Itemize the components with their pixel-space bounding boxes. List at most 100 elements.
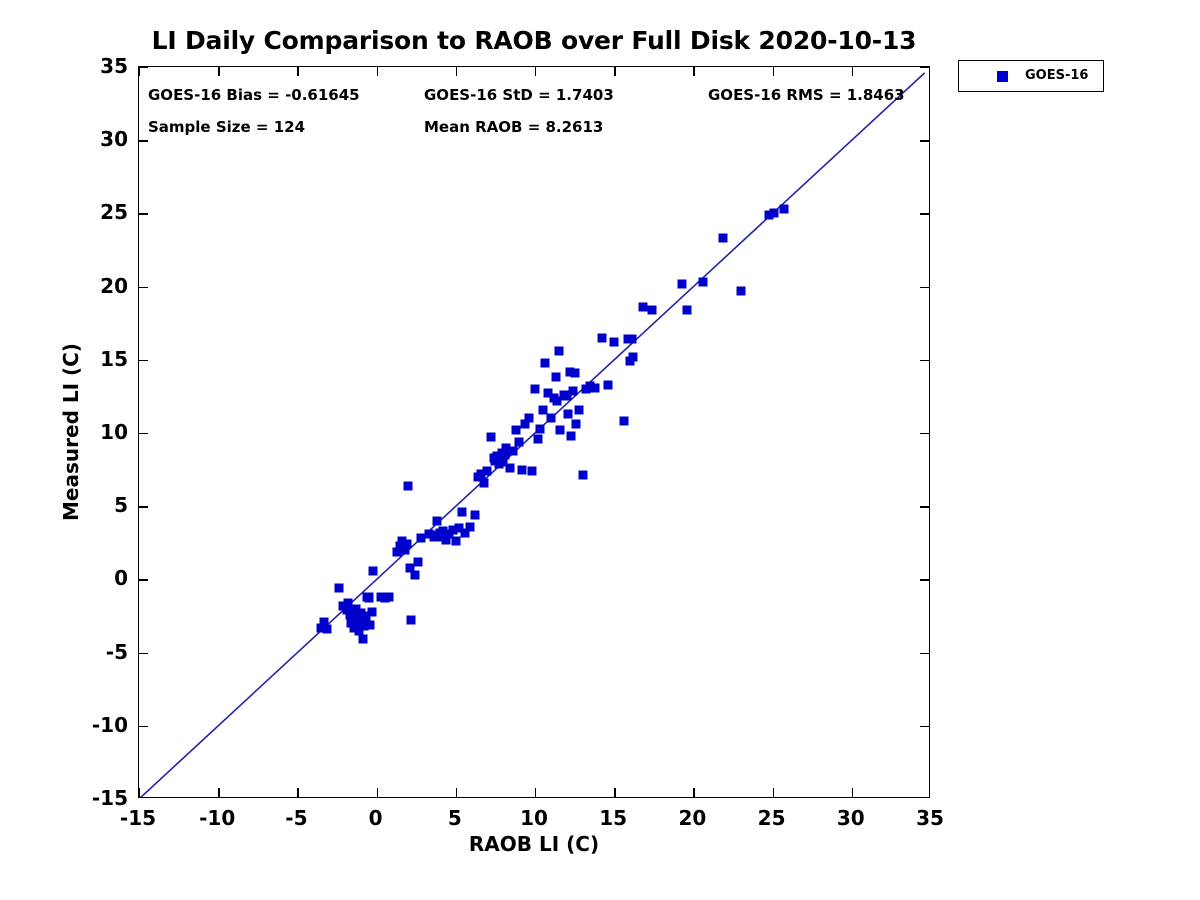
scatter-point — [451, 536, 461, 546]
plot-area — [138, 66, 930, 798]
scatter-point — [638, 302, 648, 312]
y-tick-label: 25 — [100, 200, 128, 225]
scatter-point — [479, 478, 489, 488]
scatter-point — [400, 545, 410, 555]
scatter-point — [571, 419, 581, 429]
scatter-point — [769, 208, 779, 218]
x-tick — [693, 788, 695, 797]
scatter-point — [619, 416, 629, 426]
scatter-point — [429, 532, 439, 542]
scatter-point — [432, 516, 442, 526]
x-tick — [614, 67, 616, 76]
scatter-point — [460, 528, 470, 538]
x-tick-label: -15 — [119, 806, 157, 830]
y-tick — [920, 213, 929, 215]
x-tick — [139, 788, 141, 797]
scatter-point — [603, 380, 613, 390]
scatter-point — [416, 533, 426, 543]
x-tick — [455, 788, 458, 797]
y-tick-label: -10 — [91, 712, 128, 737]
scatter-point — [568, 386, 578, 396]
scatter-point — [384, 592, 394, 602]
y-tick — [139, 286, 148, 288]
scatter-point — [380, 593, 390, 603]
y-tick — [920, 67, 929, 69]
y-tick-label: -5 — [105, 639, 128, 664]
scatter-point — [565, 367, 575, 376]
page-title: LI Daily Comparison to RAOB over Full Di… — [151, 26, 917, 55]
y-tick — [139, 67, 148, 69]
scatter-point — [562, 391, 572, 401]
y-tick — [139, 213, 148, 215]
x-tick-label: 20 — [678, 806, 707, 830]
y-tick-label: 30 — [100, 127, 128, 152]
scatter-point — [319, 617, 329, 627]
scatter-point — [441, 535, 451, 545]
scatter-point — [334, 583, 344, 593]
scatter-point — [413, 557, 423, 567]
scatter-point — [351, 604, 361, 614]
scatter-point — [457, 507, 467, 517]
y-tick — [920, 359, 929, 362]
x-tick — [614, 788, 616, 797]
x-tick-label: -10 — [199, 806, 236, 830]
x-tick — [376, 67, 378, 76]
scatter-point — [718, 233, 728, 243]
scatter-point — [505, 463, 515, 473]
scatter-point — [530, 384, 540, 394]
stat-rms: GOES-16 RMS = 1.8463 — [708, 86, 905, 104]
y-tick-label: 15 — [100, 346, 128, 371]
y-tick — [920, 286, 929, 288]
x-tick-label: 30 — [836, 806, 865, 830]
scatter-point — [554, 346, 564, 356]
y-tick — [920, 579, 929, 581]
scatter-point — [698, 277, 708, 287]
x-tick — [851, 67, 854, 76]
scatter-point — [563, 409, 573, 419]
scatter-point — [454, 523, 464, 533]
scatter-point — [397, 536, 407, 546]
scatter-point — [410, 570, 420, 580]
one-to-one-reference-line — [139, 72, 926, 797]
scatter-point — [343, 598, 353, 608]
scatter-point — [448, 525, 458, 535]
scatter-point — [546, 413, 556, 423]
scatter-point — [736, 286, 746, 296]
scatter-point — [501, 443, 511, 453]
scatter-point — [356, 608, 366, 618]
stat-sample-size: Sample Size = 124 — [148, 118, 306, 136]
stat-std: GOES-16 StD = 1.7403 — [424, 86, 614, 104]
y-axis-label: Measured LI (C) — [59, 343, 83, 521]
scatter-point — [353, 620, 363, 630]
y-tick — [139, 433, 148, 435]
y-tick — [139, 725, 148, 728]
scatter-point — [570, 368, 580, 378]
y-tick — [139, 506, 148, 508]
scatter-point — [367, 607, 377, 617]
scatter-point — [402, 539, 412, 549]
scatter-point — [555, 425, 565, 435]
stat-bias: GOES-16 Bias = -0.61645 — [148, 86, 360, 104]
y-tick — [139, 140, 148, 142]
legend-swatch-goes16 — [997, 71, 1008, 82]
y-tick-label: 35 — [100, 54, 128, 78]
x-tick-label: 5 — [447, 806, 462, 830]
scatter-point — [590, 383, 600, 393]
legend[interactable]: GOES-16 — [958, 60, 1104, 92]
x-tick — [851, 788, 854, 797]
scatter-point — [514, 437, 524, 447]
y-tick — [139, 579, 148, 581]
x-tick-label: 25 — [757, 806, 786, 830]
scatter-point — [359, 621, 369, 631]
y-tick — [920, 725, 929, 728]
scatter-point — [365, 620, 375, 630]
x-tick — [772, 67, 774, 76]
scatter-point — [764, 210, 774, 220]
x-tick-label: -5 — [285, 806, 308, 830]
scatter-point — [609, 337, 619, 347]
x-tick — [297, 67, 299, 76]
stat-mean-raob: Mean RAOB = 8.2613 — [424, 118, 604, 136]
x-axis-label: RAOB LI (C) — [468, 832, 600, 856]
y-tick — [139, 652, 148, 654]
